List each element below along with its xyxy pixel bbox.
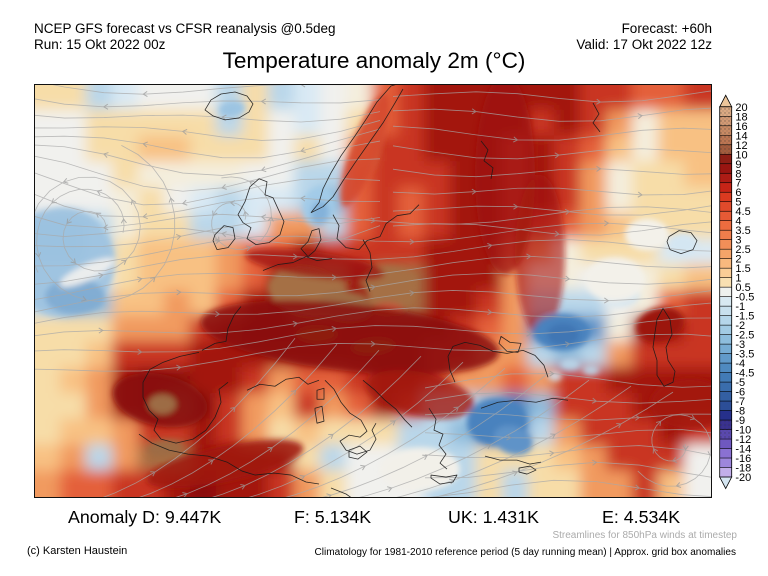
- svg-text:3: 3: [735, 235, 741, 247]
- svg-text:-4: -4: [735, 358, 745, 370]
- svg-text:-2.5: -2.5: [735, 330, 754, 342]
- svg-text:8: 8: [735, 168, 741, 180]
- svg-text:-9: -9: [735, 415, 745, 427]
- svg-text:-8: -8: [735, 406, 745, 418]
- svg-text:9: 9: [735, 159, 741, 171]
- svg-text:4: 4: [735, 216, 741, 228]
- svg-text:-16: -16: [735, 453, 751, 465]
- svg-text:-10: -10: [735, 425, 751, 437]
- svg-text:10: 10: [735, 149, 747, 161]
- svg-text:18: 18: [735, 111, 747, 123]
- svg-text:-0.5: -0.5: [735, 292, 754, 304]
- svg-text:-4.5: -4.5: [735, 368, 754, 380]
- svg-text:-3.5: -3.5: [735, 349, 754, 361]
- svg-text:-14: -14: [735, 444, 751, 456]
- svg-text:7: 7: [735, 178, 741, 190]
- svg-text:-3: -3: [735, 339, 745, 351]
- svg-text:-12: -12: [735, 434, 751, 446]
- svg-text:12: 12: [735, 140, 747, 152]
- svg-text:-2: -2: [735, 320, 745, 332]
- svg-text:2.5: 2.5: [735, 244, 750, 256]
- svg-text:14: 14: [735, 130, 747, 142]
- svg-text:-18: -18: [735, 463, 751, 475]
- svg-text:-1: -1: [735, 301, 745, 313]
- svg-text:3.5: 3.5: [735, 225, 750, 237]
- svg-text:2: 2: [735, 254, 741, 266]
- svg-text:20: 20: [735, 102, 747, 114]
- svg-text:1.5: 1.5: [735, 263, 750, 275]
- svg-text:-5: -5: [735, 377, 745, 389]
- svg-text:-1.5: -1.5: [735, 311, 754, 323]
- svg-text:-7: -7: [735, 396, 745, 408]
- svg-text:-20: -20: [735, 472, 751, 484]
- svg-text:0.5: 0.5: [735, 282, 750, 294]
- svg-text:4.5: 4.5: [735, 206, 750, 218]
- svg-text:5: 5: [735, 197, 741, 209]
- svg-text:-6: -6: [735, 387, 745, 399]
- svg-text:16: 16: [735, 121, 747, 133]
- svg-text:1: 1: [735, 273, 741, 285]
- svg-text:6: 6: [735, 187, 741, 199]
